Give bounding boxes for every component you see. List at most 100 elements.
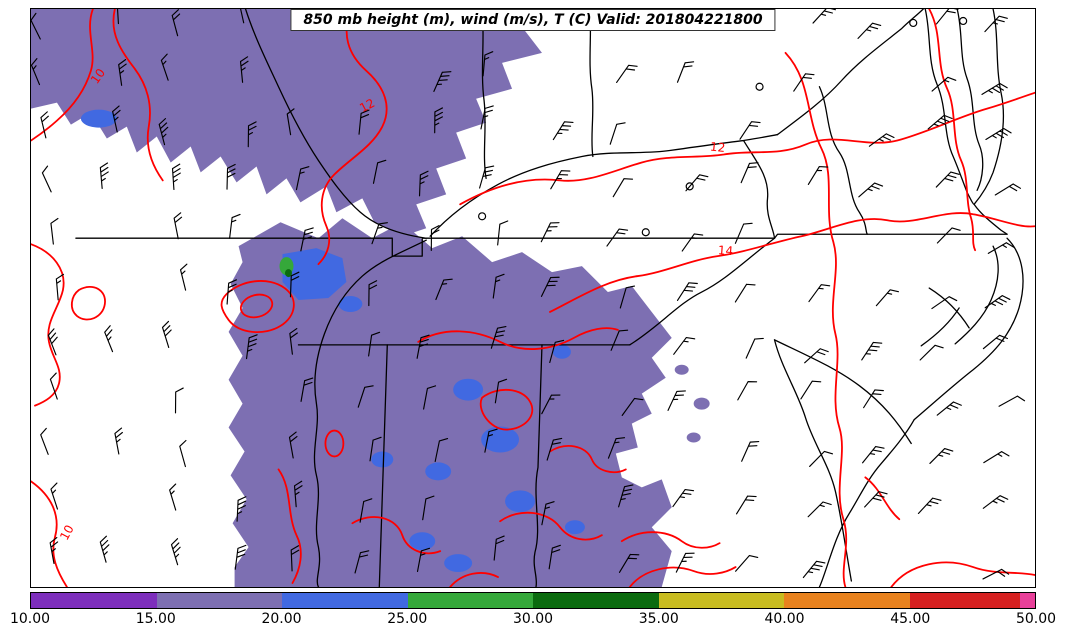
shaded-region-20-25: [80, 109, 117, 128]
wind-barb: [239, 56, 249, 83]
wind-barb: [416, 547, 431, 573]
wind-barb: [357, 385, 374, 408]
wind-barb: [546, 437, 563, 461]
state-border-tn-nc: [629, 237, 776, 346]
wind-barb: [433, 71, 452, 92]
red-contour-layer: [31, 9, 1035, 587]
wind-barb: [685, 174, 709, 192]
wind-barb: [734, 283, 756, 303]
wind-barb: [740, 162, 759, 184]
red-contour: [628, 566, 737, 587]
wind-barb: [236, 496, 247, 522]
wind-barb: [864, 491, 888, 508]
red-contour: [549, 212, 1035, 313]
river-ohio: [429, 133, 779, 237]
wind-barb: [430, 225, 440, 252]
shaded-region-20-25: [338, 296, 363, 312]
wind-barb: [226, 279, 238, 305]
wind-barb: [418, 170, 429, 197]
wind-barb: [861, 445, 885, 464]
wind-barb: [935, 9, 959, 25]
red-contour: [928, 9, 977, 252]
shaded-region-20-25: [453, 378, 484, 401]
wind-barb: [238, 9, 247, 24]
wind-barb: [809, 450, 834, 467]
red-contour: [449, 572, 499, 587]
wind-barb: [40, 427, 49, 455]
wind-barb: [917, 497, 942, 515]
shaded-region-20-25: [444, 554, 473, 573]
wind-barb: [372, 159, 387, 184]
red-contour: [71, 285, 106, 321]
wind-barb: [981, 82, 1008, 95]
weather-map-canvas: 10 12 12 14 10: [31, 9, 1035, 587]
wind-barb: [104, 325, 114, 353]
wind-barb: [118, 59, 127, 86]
wind-barb: [983, 451, 1010, 464]
wind-barb: [540, 276, 560, 297]
red-contour: [112, 9, 164, 182]
wind-barb: [734, 222, 753, 244]
red-contour: [620, 531, 721, 549]
wind-barb: [179, 439, 187, 468]
wind-barb: [371, 222, 388, 245]
wind-barb: [434, 437, 449, 463]
colorbar-tick: 15.00: [135, 611, 176, 627]
wind-barb: [47, 328, 58, 356]
wind-barb: [793, 73, 815, 92]
wind-barb: [929, 448, 954, 465]
wind-barb: [49, 536, 59, 564]
colorbar-segment-45-50: [909, 593, 1020, 608]
wind-barb: [745, 337, 764, 359]
state-border-in-oh: [589, 9, 594, 158]
red-contour: [459, 91, 1035, 206]
wind-barb: [300, 377, 314, 402]
contour-label-12: 12: [709, 140, 726, 156]
wind-barb: [55, 273, 65, 301]
colorbar-tick: 30.00: [512, 611, 554, 627]
red-contour: [499, 511, 603, 541]
wind-barb: [293, 480, 303, 508]
wind-barb: [435, 278, 453, 301]
shaded-region-30-35: [284, 269, 292, 278]
wind-barb: [50, 217, 59, 245]
colorbar-tick: 45.00: [890, 611, 931, 627]
wind-barb: [985, 127, 1012, 141]
colorbar-segment-20-25: [282, 593, 408, 608]
wind-barb: [479, 165, 495, 189]
wind-barb: [548, 544, 561, 570]
wind-barb: [735, 554, 759, 572]
state-border-al-ga: [533, 344, 543, 587]
wind-barb: [549, 339, 565, 364]
wind-barb: [434, 107, 444, 134]
shaded-speck: [693, 397, 710, 410]
colorbar-segment-25-30: [407, 593, 533, 608]
river-potomac: [776, 9, 924, 136]
wind-barb: [936, 227, 961, 244]
wind-barb: [931, 76, 957, 92]
state-border-wv-va: [818, 86, 868, 235]
colorbar-tick: 35.00: [638, 611, 679, 627]
colorbar-tick-labels: 10.00 15.00 20.00 25.00 30.00 35.00 40.0…: [10, 611, 1056, 629]
wind-barb: [50, 482, 59, 510]
wind-barb: [492, 273, 505, 299]
calm-wind-circle: [959, 16, 968, 26]
wind-barb: [174, 387, 184, 414]
wind-barb: [807, 501, 832, 518]
shading-layer: [31, 9, 710, 587]
wind-barb: [804, 348, 829, 364]
wind-barb: [610, 329, 629, 351]
red-contour: [479, 389, 534, 431]
wind-barb: [861, 341, 883, 361]
wind-barb: [490, 326, 507, 349]
wind-barb: [739, 121, 761, 140]
coast-sound-inner: [954, 245, 999, 345]
coast-chesapeake-west: [924, 9, 968, 194]
red-contour: [31, 480, 68, 587]
wind-barb: [99, 535, 110, 563]
wind-barb: [289, 271, 300, 298]
shaded-region-20-25: [552, 344, 571, 359]
wind-barb: [800, 380, 822, 400]
state-border-il-in: [481, 9, 487, 180]
